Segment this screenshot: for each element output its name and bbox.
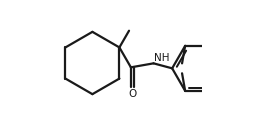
Text: O: O	[128, 89, 137, 99]
Text: NH: NH	[154, 53, 169, 63]
